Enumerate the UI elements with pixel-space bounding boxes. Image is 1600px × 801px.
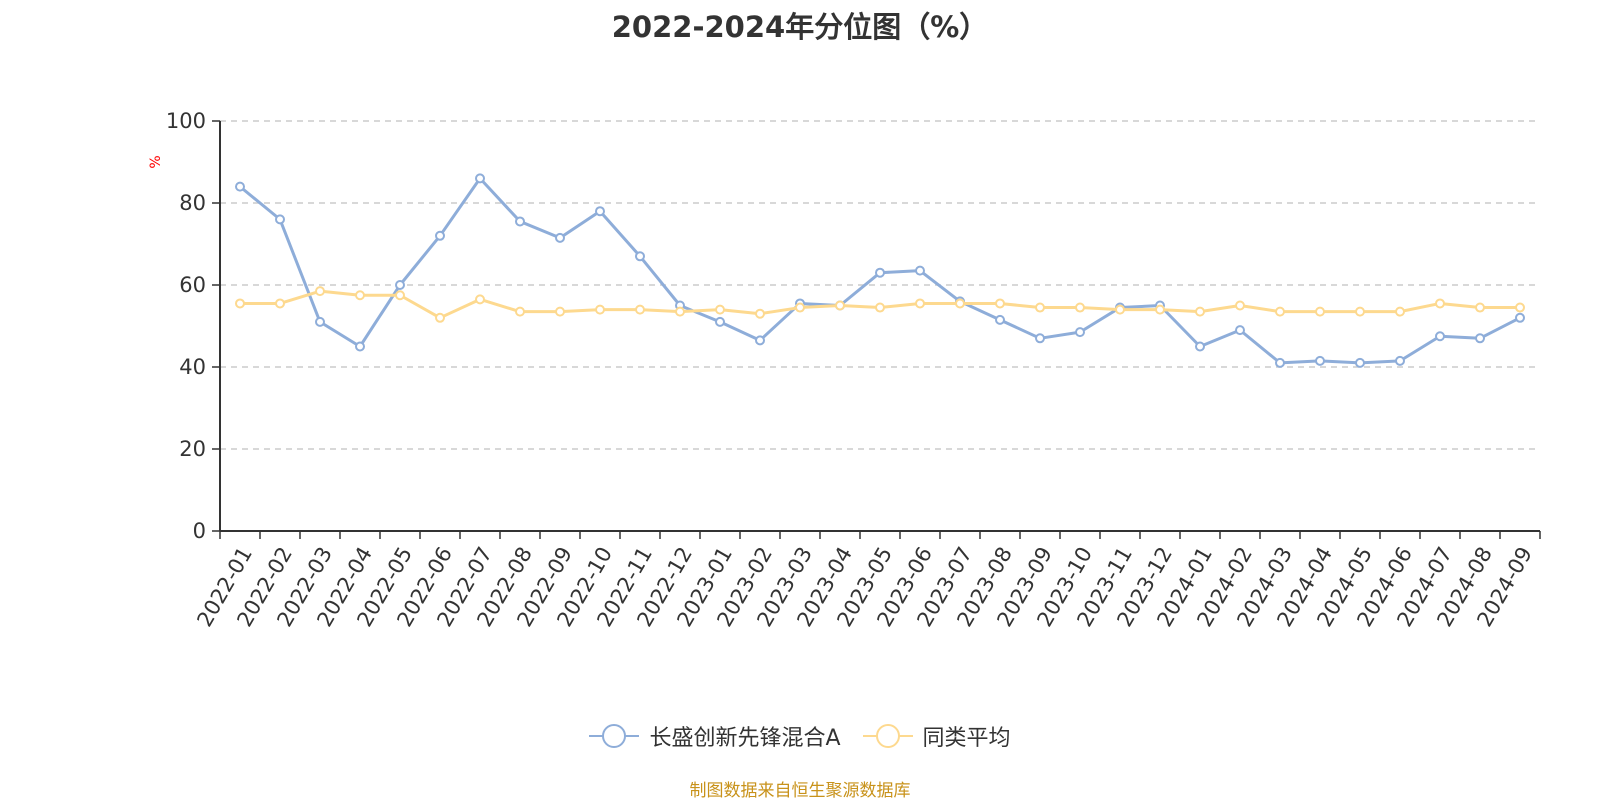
data-point[interactable] [1355,306,1365,317]
y-tick-label: 40 [179,355,206,379]
data-point[interactable] [635,251,645,262]
data-point[interactable] [875,267,885,278]
data-point[interactable] [595,304,605,315]
legend-swatch-icon [589,724,640,748]
data-point[interactable] [1355,357,1365,368]
data-point[interactable] [555,232,565,243]
data-point[interactable] [275,298,285,309]
data-point[interactable] [995,298,1005,309]
y-tick-label: 60 [179,273,206,297]
data-point[interactable] [715,304,725,315]
data-point[interactable] [635,304,645,315]
data-point[interactable] [1075,302,1085,313]
data-point[interactable] [1275,357,1285,368]
data-point[interactable] [1115,304,1125,315]
data-point[interactable] [1515,302,1525,313]
x-tick-labels: 2022-012022-022022-032022-042022-052022-… [192,543,1537,631]
data-point[interactable] [435,230,445,241]
y-tick-label: 80 [179,191,206,215]
data-point[interactable] [395,280,405,290]
data-point[interactable] [835,300,845,311]
data-point[interactable] [1435,298,1445,309]
axes: 0 20 40 60 80 100 [166,109,1541,543]
legend-item-2[interactable]: 同类平均 [862,720,1011,752]
series-2 [235,286,1525,323]
data-point[interactable] [1235,325,1245,336]
data-point[interactable] [475,173,485,184]
data-point[interactable] [1435,331,1445,342]
data-point[interactable] [235,298,245,309]
legend-swatch-icon [862,724,913,748]
data-point[interactable] [395,290,405,301]
data-point[interactable] [755,335,765,346]
data-point[interactable] [675,306,685,317]
legend: 长盛创新先锋混合A 同类平均 [0,720,1600,752]
data-point[interactable] [555,306,565,317]
data-point[interactable] [875,302,885,313]
data-point[interactable] [1515,312,1525,323]
data-point[interactable] [915,298,925,309]
data-point[interactable] [1035,302,1045,313]
data-point[interactable] [995,314,1005,325]
data-point[interactable] [315,286,325,297]
data-point[interactable] [1075,327,1085,338]
data-point[interactable] [1475,333,1485,344]
data-point[interactable] [355,290,365,301]
data-point[interactable] [1475,302,1485,313]
data-point[interactable] [1395,306,1405,317]
source-note: 制图数据来自恒生聚源数据库 [689,781,911,801]
data-point[interactable] [1195,306,1205,317]
data-point[interactable] [515,216,525,227]
y-tick-label: 20 [179,437,206,461]
chart-title: 2022-2024年分位图（%） [611,10,989,44]
legend-label: 同类平均 [922,726,1011,751]
data-point[interactable] [1195,341,1205,352]
data-point[interactable] [475,294,485,305]
data-point[interactable] [755,308,765,319]
data-point[interactable] [1035,333,1045,344]
legend-label: 长盛创新先锋混合A [649,726,841,751]
data-point[interactable] [275,214,285,225]
data-point[interactable] [795,302,805,313]
data-point[interactable] [1155,304,1165,315]
data-point[interactable] [1315,306,1325,317]
data-point[interactable] [315,316,325,327]
y-tick-label: 100 [166,109,206,133]
data-point[interactable] [715,316,725,327]
data-point[interactable] [1315,355,1325,366]
data-point[interactable] [595,206,605,217]
data-point[interactable] [1395,355,1405,366]
y-axis-unit-label: % [148,155,164,168]
grid-lines [220,120,1540,450]
legend-item-1[interactable]: 长盛创新先锋混合A [589,720,841,752]
series-lines [235,173,1525,368]
data-point[interactable] [515,306,525,317]
data-point[interactable] [1275,306,1285,317]
data-point[interactable] [235,181,245,192]
y-tick-label: 0 [193,519,206,543]
data-point[interactable] [915,265,925,276]
data-point[interactable] [435,312,445,323]
data-point[interactable] [955,298,965,309]
data-point[interactable] [355,341,365,352]
data-point[interactable] [1235,300,1245,311]
